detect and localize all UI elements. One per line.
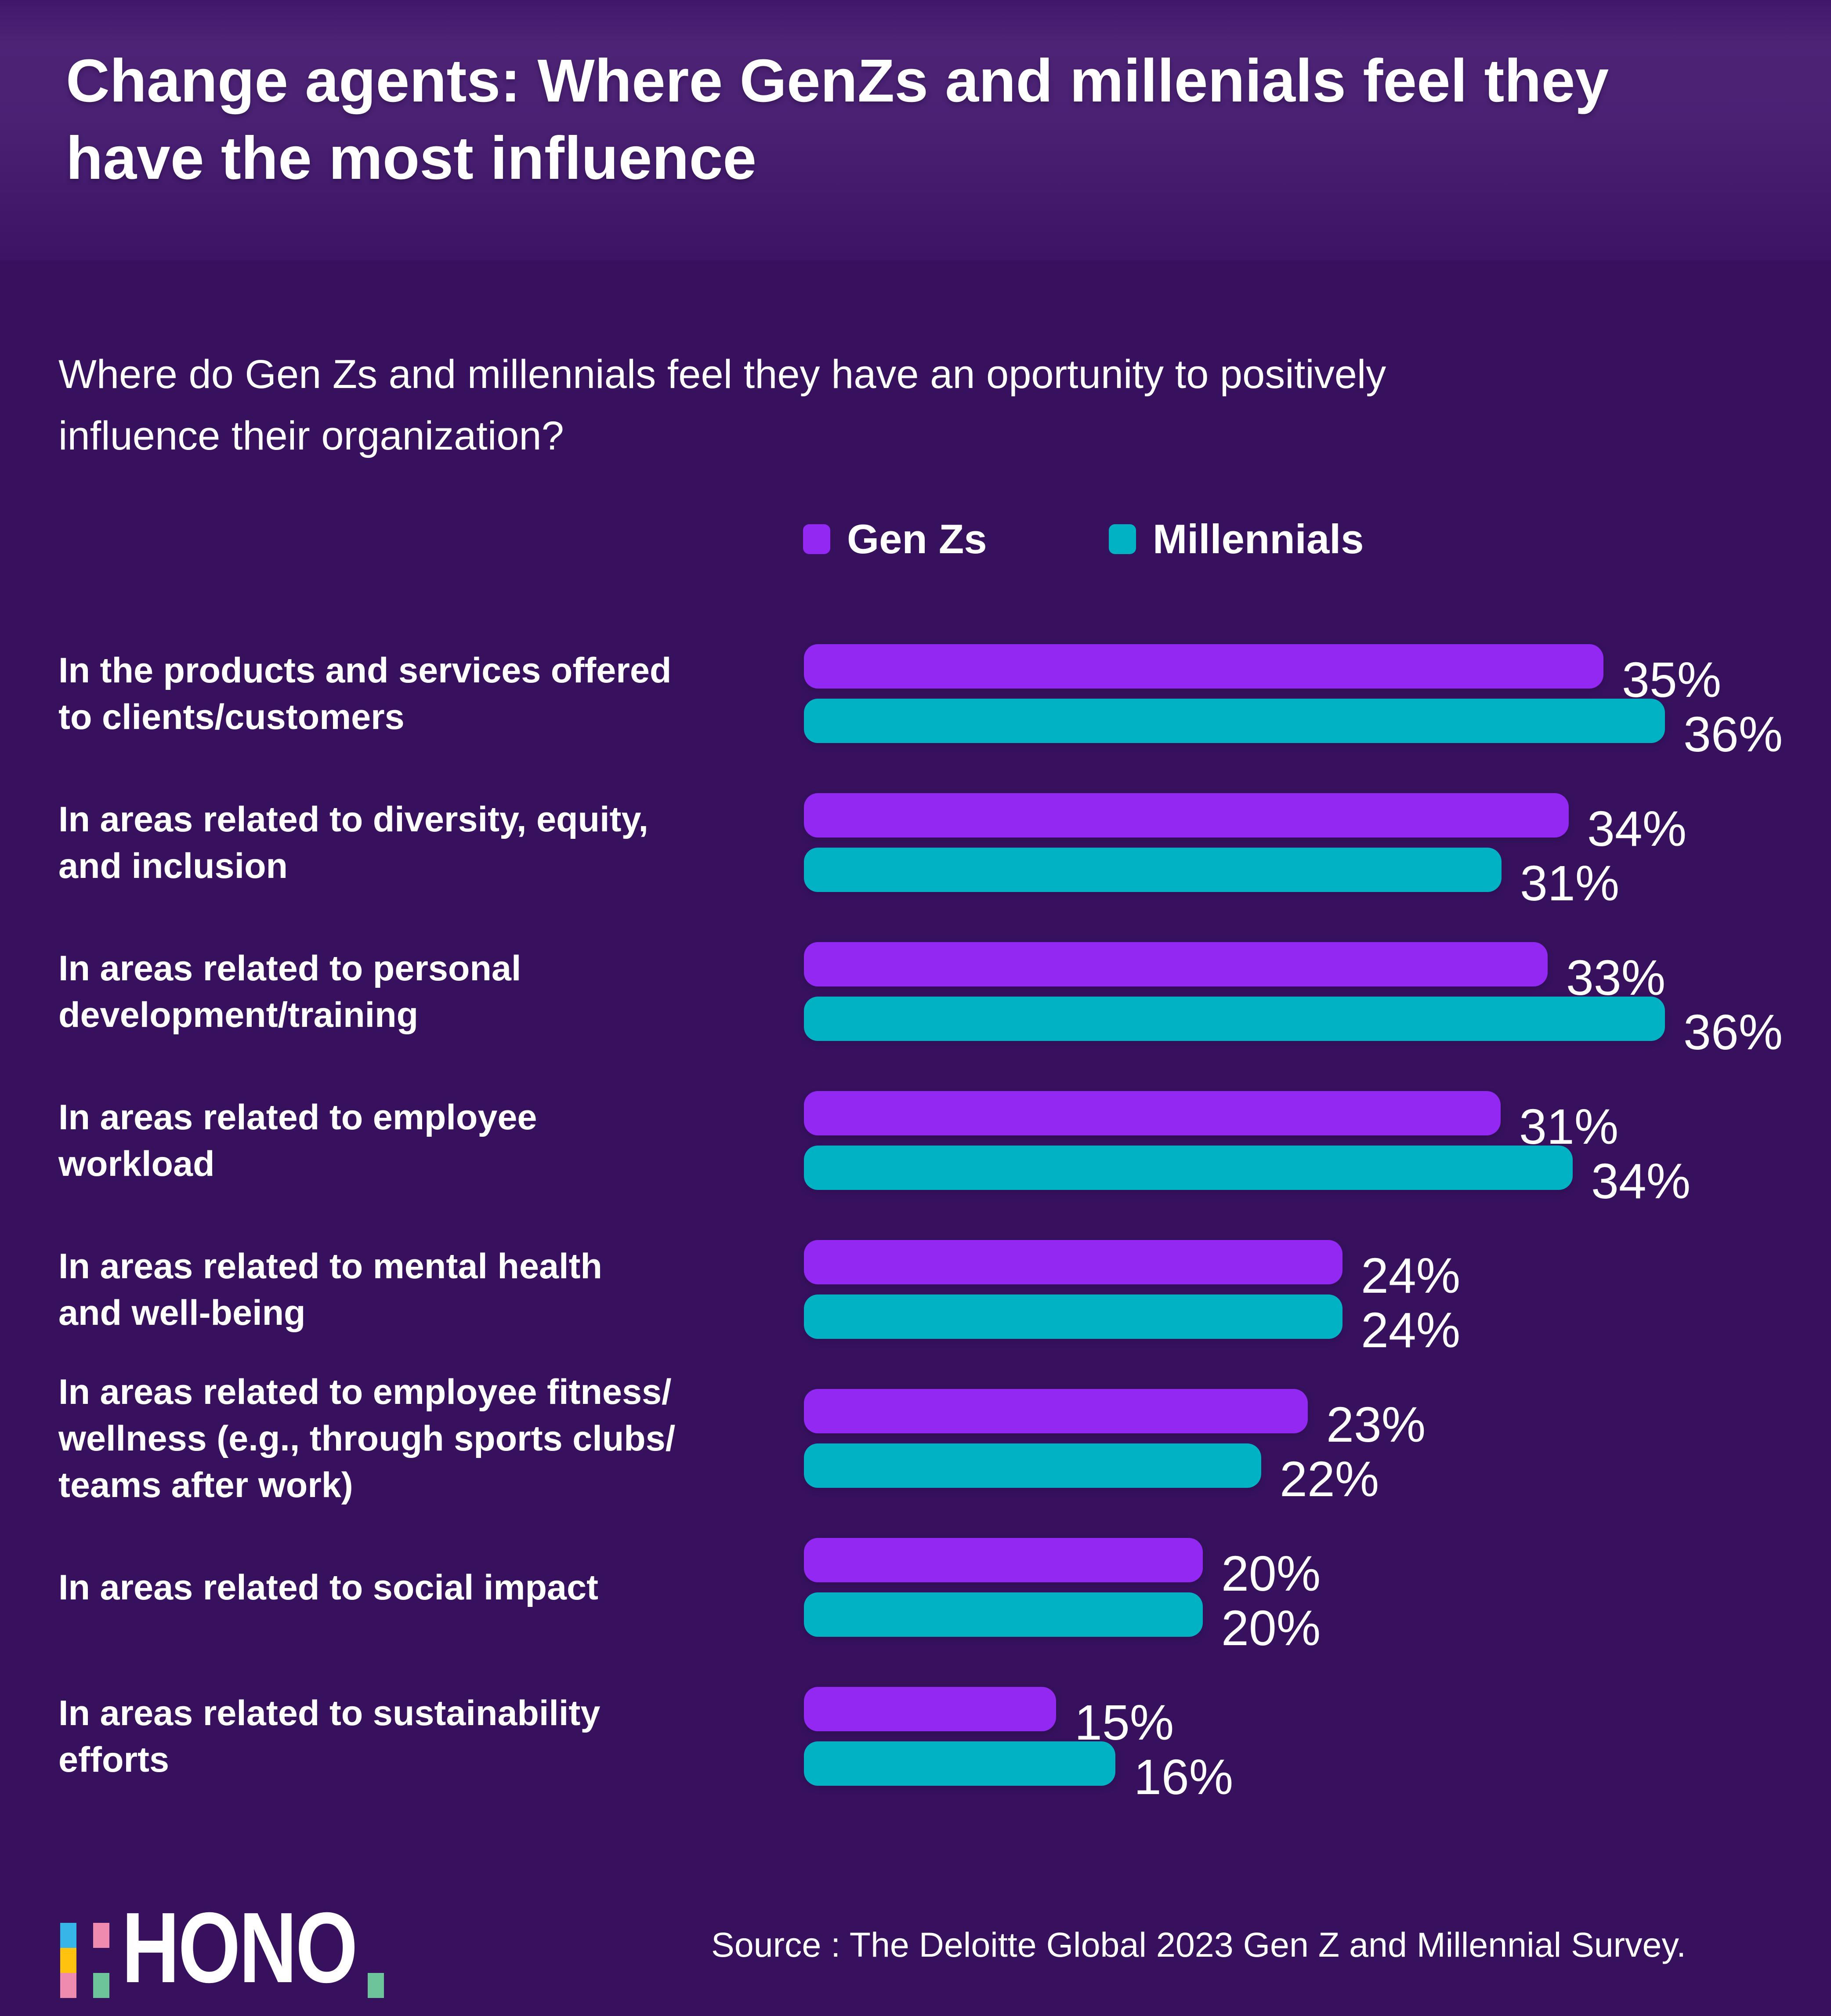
- legend-label-millennials: Millennials: [1153, 516, 1364, 562]
- category-label: In areas related to employee fitness/ we…: [58, 1372, 676, 1505]
- millennials-value-label: 36%: [1683, 1004, 1783, 1060]
- millennials-value-label: 34%: [1591, 1153, 1691, 1209]
- genz-value-label: 20%: [1221, 1545, 1321, 1601]
- genz-bar: [804, 793, 1569, 838]
- category-label: In areas related to mental health and we…: [58, 1246, 602, 1333]
- logo-green-rect: [93, 1973, 109, 1998]
- chart-row: In areas related to employee fitness/ we…: [0, 1372, 1831, 1507]
- millennials-bar: [804, 1592, 1203, 1637]
- millennials-bar: [804, 1443, 1261, 1488]
- genz-bar: [804, 1091, 1501, 1135]
- category-label: In areas related to diversity, equity, a…: [58, 799, 648, 886]
- legend-item-millennials: Millennials: [1109, 515, 1364, 563]
- logo-pink-rect-top: [93, 1923, 109, 1948]
- footer: HONO Source : The Deloitte Global 2023 G…: [0, 1898, 1831, 2016]
- millennials-swatch: [1109, 524, 1136, 554]
- genz-value-label: 34%: [1587, 801, 1687, 856]
- logo-yellow-rect: [60, 1948, 76, 1973]
- chart-row: In areas related to mental health and we…: [0, 1240, 1831, 1358]
- genz-swatch: [803, 524, 830, 554]
- genz-value-label: 23%: [1326, 1396, 1426, 1452]
- chart-row: In areas related to personal development…: [0, 942, 1831, 1060]
- millennials-bar: [804, 1741, 1115, 1786]
- hono-logo: HONO: [60, 1898, 403, 1998]
- chart-row: In areas related to diversity, equity, a…: [0, 793, 1831, 911]
- category-label: In areas related to sustainability effor…: [58, 1693, 601, 1780]
- category-label: In areas related to social impact: [58, 1567, 599, 1607]
- chart-row: In areas related to employee workload 31%…: [0, 1091, 1831, 1209]
- page-subtitle: Where do Gen Zs and millennials feel the…: [58, 352, 1386, 458]
- genz-bar: [804, 644, 1603, 689]
- chart-row: In the products and services offered to …: [0, 644, 1831, 762]
- category-label: In the products and services offered to …: [58, 650, 672, 737]
- genz-value-label: 33%: [1566, 950, 1666, 1005]
- millennials-bar: [804, 997, 1665, 1041]
- millennials-value-label: 16%: [1134, 1749, 1234, 1805]
- millennials-value-label: 36%: [1683, 706, 1783, 762]
- millennials-bar: [804, 1146, 1573, 1190]
- legend: Gen Zs Millennials: [0, 515, 1831, 563]
- millennials-value-label: 22%: [1280, 1451, 1379, 1507]
- millennials-value-label: 31%: [1520, 855, 1620, 911]
- category-label: In areas related to personal development…: [58, 948, 521, 1035]
- genz-bar: [804, 1389, 1308, 1433]
- genz-value-label: 31%: [1519, 1099, 1619, 1154]
- genz-bar: [804, 1538, 1203, 1582]
- legend-label-genz: Gen Zs: [847, 516, 987, 562]
- millennials-value-label: 24%: [1361, 1302, 1461, 1358]
- category-label: In areas related to employee workload: [58, 1097, 537, 1184]
- genz-bar: [804, 1687, 1056, 1731]
- logo-pink-rect-left: [60, 1973, 76, 1998]
- millennials-value-label: 20%: [1221, 1600, 1321, 1656]
- header-gradient-band: [0, 0, 1831, 261]
- logo-text: HONO: [122, 1892, 358, 2004]
- genz-value-label: 35%: [1622, 652, 1722, 707]
- millennials-bar: [804, 1294, 1342, 1339]
- genz-bar: [804, 1240, 1342, 1284]
- genz-value-label: 15%: [1075, 1694, 1174, 1750]
- logo-blue-rect: [60, 1923, 76, 1948]
- millennials-bar: [804, 848, 1502, 892]
- chart-row: In areas related to sustainability effor…: [0, 1687, 1831, 1805]
- legend-item-genz: Gen Zs: [803, 515, 987, 563]
- source-text: Source : The Deloitte Global 2023 Gen Z …: [711, 1925, 1686, 1964]
- genz-value-label: 24%: [1361, 1247, 1461, 1303]
- millennials-bar: [804, 699, 1665, 743]
- page-title: Change agents: Where GenZs and millenial…: [66, 47, 1609, 192]
- logo-green-dot: [368, 1973, 384, 1998]
- genz-bar: [804, 942, 1548, 986]
- chart-row: In areas related to social impact 20% 20%: [0, 1538, 1831, 1656]
